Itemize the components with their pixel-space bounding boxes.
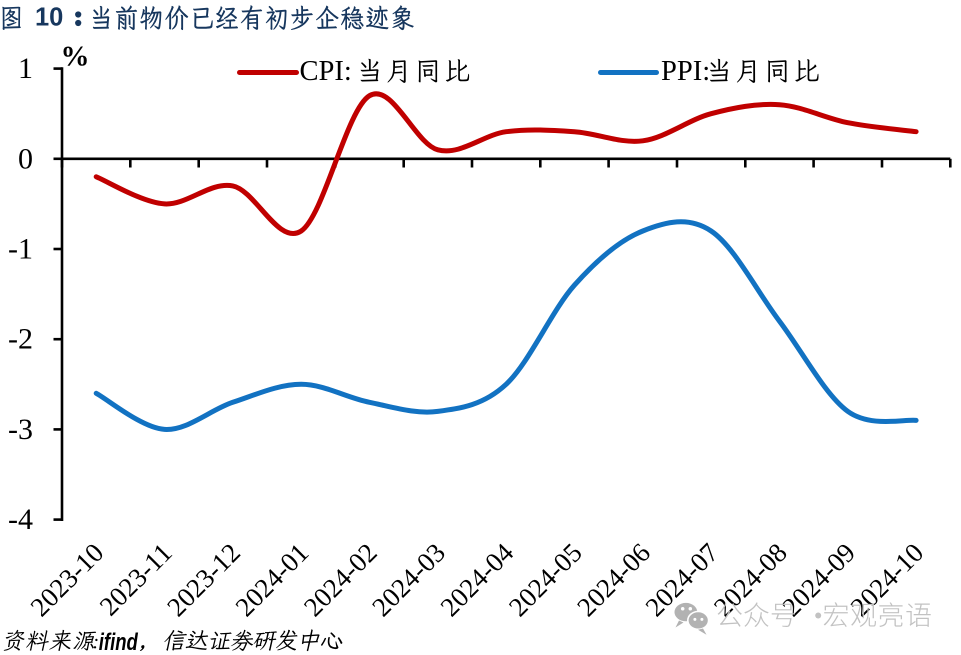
svg-text:%: %: [61, 41, 90, 73]
svg-text::: :: [93, 632, 100, 654]
svg-text:PPI:: PPI:: [661, 56, 710, 87]
svg-text:1: 1: [18, 52, 33, 85]
svg-text:-1: -1: [8, 233, 33, 266]
svg-text:0: 0: [18, 142, 33, 175]
svg-text:-4: -4: [8, 503, 33, 536]
svg-text:-2: -2: [8, 323, 33, 356]
svg-text:10: 10: [35, 3, 63, 31]
svg-text:ifind: ifind: [99, 629, 139, 655]
svg-text:CPI:: CPI:: [300, 56, 352, 87]
svg-text:-3: -3: [8, 413, 33, 446]
